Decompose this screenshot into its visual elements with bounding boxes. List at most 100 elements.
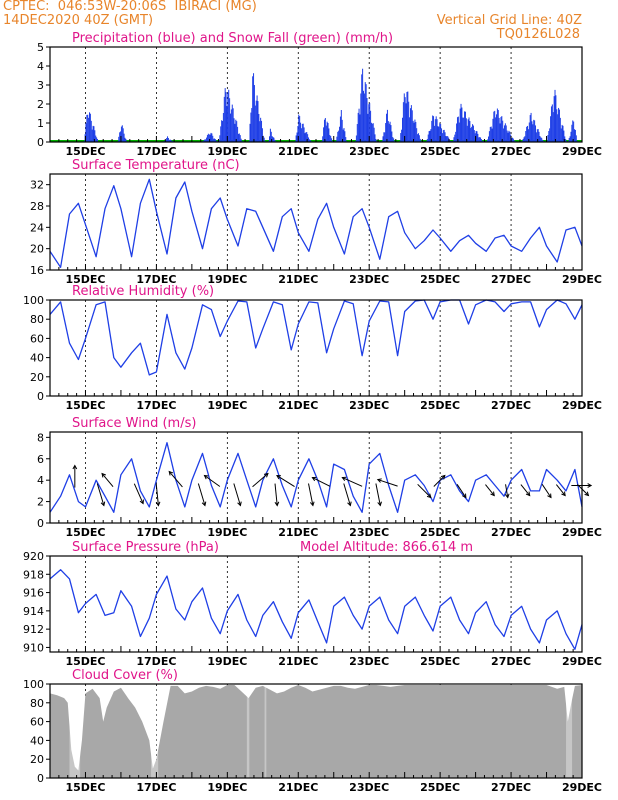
precip-bar [362,90,364,142]
precip-bar [468,117,470,142]
precip-bar [505,125,507,142]
precip-bar [344,131,346,142]
precip-bar [296,132,298,142]
cloud-ytick-label: 20 [30,753,44,766]
precip-bar [562,125,564,142]
rh-xlabel: 25DEC [420,399,460,412]
precip-bar [214,139,216,142]
precip-bar [339,126,341,142]
wind-vector [101,473,114,488]
precip-bar [345,137,347,142]
wind-vector [155,483,159,506]
precip-xlabel: 15DEC [65,145,105,158]
precip-bar [540,137,542,142]
precip-bar [417,134,419,142]
precip-bar [231,104,233,142]
precip-bar [506,130,508,142]
precip-bar [458,122,460,142]
precip-bar [563,130,565,142]
wind-xlabel: 17DEC [136,526,176,539]
precip-bar [365,84,367,142]
precip-bar [356,124,358,142]
precip-bar [327,123,329,142]
precip-bar [539,135,541,142]
temp-series-line [49,178,583,268]
precip-bar [400,133,402,142]
precip-bar [302,123,304,142]
wind-arrowhead [504,493,510,499]
precip-bar [496,108,498,142]
precip-bar [455,131,457,142]
precip-bar [401,129,403,142]
precip-bar [326,121,328,142]
precip-bar [95,135,97,142]
header-location: CPTEC: 046:53W-20:06S IBIRACI (MG) [3,0,257,14]
pressure-ytick-label: 912 [23,623,44,636]
precip-bar [263,137,265,142]
wind-arrowhead [341,476,347,482]
precip-bar [274,139,276,142]
precip-bar [261,128,263,142]
precip-bar [212,135,214,142]
precip-bar [220,126,222,142]
temp-ytick-label: 28 [30,200,44,213]
precip-bar [375,138,377,142]
precip-bar [305,132,307,142]
precip-bar [469,121,471,142]
wind-arrowhead [203,474,209,480]
precip-bar [359,114,361,142]
precip-bar [269,128,271,142]
precip-bar [372,123,374,142]
wind-vector [96,483,105,506]
precip-bar [203,140,205,142]
precip-bar [532,124,534,142]
precip-bar [118,136,120,142]
precip-bar [239,135,241,142]
precip-bar [329,134,331,142]
precip-bar [525,131,527,142]
precip-bar [408,101,410,142]
precip-bar [93,126,95,142]
temp-xlabel: 25DEC [420,273,460,286]
rh-frame [49,299,583,397]
wind-arrowhead [139,499,144,505]
header-grid-note: Vertical Grid Line: 40Z [436,13,582,28]
precip-bar [229,98,231,142]
precip-bar [529,115,531,142]
precip-bar [571,124,573,142]
precip-bar [308,139,310,142]
cloud-ytick-label: 100 [23,678,44,691]
precip-bar [342,129,344,142]
precip-ytick-label: 4 [37,60,44,73]
precip-bar [501,116,503,142]
cloud-xlabel: 25DEC [420,781,460,794]
precip-bar [477,133,479,142]
precip-bar [224,88,226,142]
wind-arrowhead [347,501,352,507]
cloud-ytick-label: 80 [30,697,44,710]
precip-bar [249,123,251,142]
precip-bar [413,122,415,142]
precip-bar [253,73,255,142]
pressure-subtitle: Model Altitude: 866.614 m [300,540,473,555]
rh-ytick-label: 20 [30,371,44,384]
wind-arrowhead [274,501,280,507]
rh-series-line [49,299,583,376]
precip-bar [426,138,428,142]
precip-ytick-label: 3 [37,79,44,92]
precip-bar [390,125,392,142]
precip-bar [366,98,368,142]
rh-xlabel: 15DEC [65,399,105,412]
precip-bar [549,128,551,142]
precip-bar [456,117,458,142]
precip-bar [418,135,420,142]
precip-bar [548,131,550,142]
precip-bar [234,123,236,142]
wind-vector [233,483,241,506]
temp-ytick-label: 16 [30,264,44,277]
wind-arrowhead [376,478,382,483]
precip-bar [382,136,384,142]
cloud-xlabel: 27DEC [491,781,531,794]
precip-bar [364,82,366,142]
precip-xlabel: 23DEC [349,145,389,158]
